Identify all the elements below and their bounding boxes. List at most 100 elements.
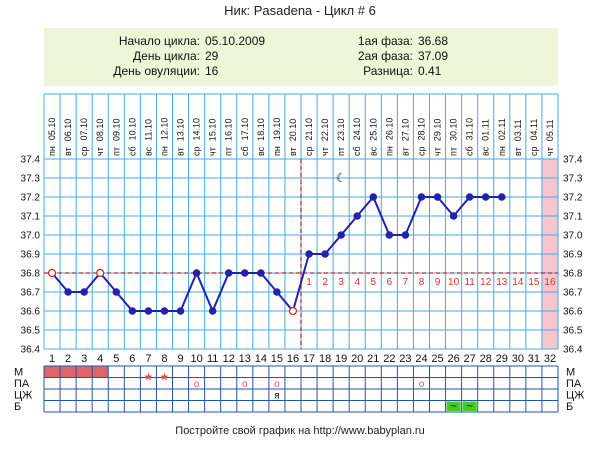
info-left-label: День овуляции:: [113, 64, 200, 78]
temperature-point: [208, 307, 217, 315]
date-label: сб10.10: [127, 118, 137, 156]
y-tick-left: 37.1: [21, 212, 41, 223]
info-panel: [44, 28, 558, 86]
date-label: сб31.10: [465, 118, 475, 156]
phase-number: 8: [419, 277, 425, 288]
phase-number: 9: [435, 277, 441, 288]
day-number: 7: [145, 353, 151, 365]
y-tick-left: 37.3: [21, 174, 41, 185]
date-label: пт16.10: [224, 118, 234, 156]
temperature-point: [433, 193, 442, 201]
date-label: ср04.11: [529, 119, 539, 156]
day-number: 1: [49, 353, 55, 365]
day-number: 12: [223, 353, 235, 365]
date-label: сб17.10: [240, 118, 250, 156]
info-left-value: 29: [205, 49, 219, 63]
date-label: пн19.10: [272, 118, 282, 156]
temperature-point: [64, 288, 72, 296]
y-tick-left: 36.4: [21, 345, 41, 356]
temperature-point: [176, 307, 185, 315]
day-number: 22: [383, 353, 395, 365]
day-number: 13: [239, 353, 251, 365]
y-tick-right: 36.6: [563, 307, 583, 318]
day-number: 21: [367, 353, 379, 365]
row-label-right: М: [566, 367, 575, 379]
moon-icon: ☾: [336, 171, 347, 185]
temperature-point: [240, 269, 249, 277]
phase-number: 15: [528, 277, 540, 288]
date-label: пт09.10: [111, 118, 121, 156]
info-right-label: 1ая фаза:: [358, 34, 413, 48]
y-ticks: 37.4 37.4 37.3 37.3 37.2 37.2 37.1 37.1 37.0 37.0…: [21, 155, 583, 356]
phase-number: 12: [480, 277, 492, 288]
temperature-point: [47, 268, 57, 278]
temperature-point: [273, 288, 281, 296]
date-label: ср07.10: [79, 118, 89, 156]
day-number: 4: [97, 353, 103, 365]
temperature-point: [224, 269, 233, 277]
day-number: 26: [447, 353, 459, 365]
info-left-label: Начало цикла:: [119, 34, 200, 48]
temperature-point: [257, 269, 265, 277]
date-label: пт23.10: [336, 118, 346, 156]
date-label: пн02.11: [497, 118, 507, 156]
info-left-value: 05.10.2009: [205, 34, 265, 48]
circle-icon: o: [274, 379, 280, 390]
date-label: вс25.10: [368, 118, 378, 156]
date-label: вт06.10: [63, 119, 73, 156]
info-right-value: 37.09: [418, 49, 448, 63]
date-label: пт30.10: [449, 118, 459, 156]
day-number: 5: [113, 353, 119, 365]
circle-icon: o: [194, 379, 200, 390]
date-label: вт03.11: [513, 119, 523, 156]
y-tick-right: 37.4: [563, 155, 583, 166]
day-numbers: 1 2 3 4 5 6 7 8 9 10 11 12 13 14 15 16 17 18 19 20 21 22 23 24 2…: [49, 353, 556, 365]
temperature-point: [192, 269, 201, 277]
circle-icon: o: [419, 379, 425, 390]
date-label: вт27.10: [400, 119, 410, 156]
date-label: вс11.10: [143, 119, 153, 156]
phase-number: 7: [403, 277, 409, 288]
day-number: 24: [415, 353, 427, 365]
date-label: чт05.11: [545, 119, 555, 156]
date-label: пн26.10: [384, 118, 394, 156]
temperature-point: [128, 307, 137, 315]
info-right-value: 0.41: [418, 64, 442, 78]
b-cell: [462, 401, 477, 411]
date-label: пн05.10: [47, 118, 57, 156]
day-number: 10: [190, 353, 202, 365]
day-number: 8: [161, 353, 167, 365]
row-label-left: Б: [14, 401, 21, 413]
phase-number: 2: [322, 277, 328, 288]
phase-number: 13: [496, 277, 508, 288]
temperature-point: [417, 193, 426, 201]
b-mark: ~: [450, 401, 456, 413]
temperature-point: [337, 231, 345, 239]
menses-cell: [44, 366, 61, 378]
day-number: 19: [335, 353, 347, 365]
cj-mark: я: [274, 391, 279, 402]
row-label-right: ЦЖ: [566, 390, 584, 402]
circle-icon: o: [242, 379, 248, 390]
y-tick-right: 36.5: [563, 326, 583, 337]
day-number: 27: [464, 353, 476, 365]
temperature-point: [481, 193, 490, 201]
y-tick-right: 37.3: [563, 174, 583, 185]
date-label: пн12.10: [159, 118, 169, 156]
info-right-value: 36.68: [418, 34, 448, 48]
date-label: чт08.10: [95, 119, 105, 156]
info-group: Начало цикла: 05.10.2009 День цикла: 29 День…: [113, 34, 448, 78]
day-number: 6: [129, 353, 135, 365]
row-label-left: М: [14, 367, 23, 379]
date-label: вс18.10: [256, 118, 266, 156]
temperature-point: [80, 288, 88, 296]
star-icon: ★: [143, 372, 153, 384]
day-number: 11: [207, 353, 218, 365]
day-number: 25: [431, 353, 443, 365]
day-number: 15: [271, 353, 283, 365]
chart-title: Ник: Pasadena - Цикл # 6: [224, 3, 376, 18]
date-label: чт22.10: [320, 119, 330, 156]
temperature-point: [160, 307, 169, 315]
